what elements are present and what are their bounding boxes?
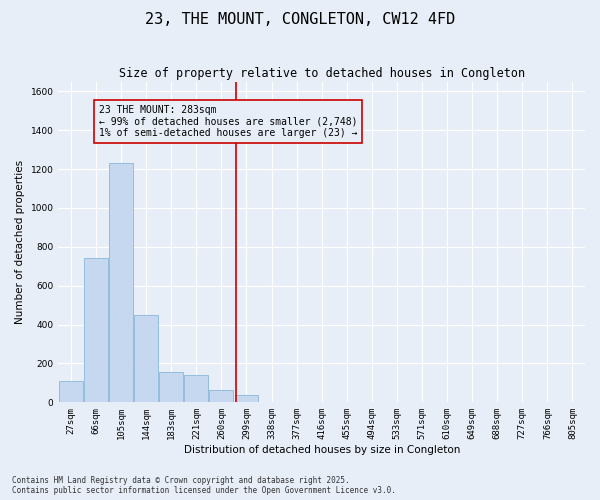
- Bar: [184, 375, 208, 402]
- Bar: [84, 258, 108, 402]
- Bar: [209, 390, 233, 402]
- Text: Contains HM Land Registry data © Crown copyright and database right 2025.
Contai: Contains HM Land Registry data © Crown c…: [12, 476, 396, 495]
- Text: 23 THE MOUNT: 283sqm
← 99% of detached houses are smaller (2,748)
1% of semi-det: 23 THE MOUNT: 283sqm ← 99% of detached h…: [98, 105, 357, 138]
- Y-axis label: Number of detached properties: Number of detached properties: [15, 160, 25, 324]
- Bar: [160, 372, 183, 402]
- X-axis label: Distribution of detached houses by size in Congleton: Distribution of detached houses by size …: [184, 445, 460, 455]
- Bar: [109, 164, 133, 402]
- Bar: [59, 381, 83, 402]
- Title: Size of property relative to detached houses in Congleton: Size of property relative to detached ho…: [119, 68, 525, 80]
- Text: 23, THE MOUNT, CONGLETON, CW12 4FD: 23, THE MOUNT, CONGLETON, CW12 4FD: [145, 12, 455, 28]
- Bar: [235, 394, 259, 402]
- Bar: [134, 315, 158, 402]
